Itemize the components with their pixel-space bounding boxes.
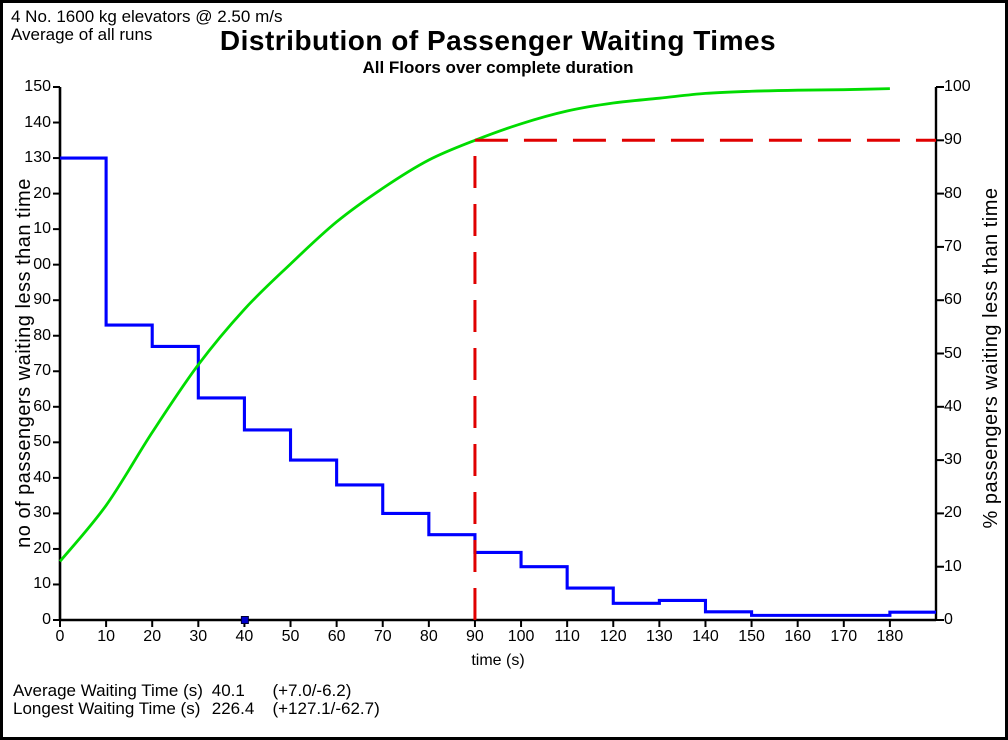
statistics-block: Average Waiting Time (s) 40.1 (+7.0/-6.2… (13, 682, 380, 717)
x-tick-label: 140 (692, 628, 719, 645)
y-left-tick-label: 40 (33, 468, 51, 486)
y-right-tick-label: 20 (944, 504, 962, 522)
y-left-tick-label: 140 (24, 113, 51, 131)
x-tick-label: 10 (97, 628, 115, 645)
stat-range: (+127.1/-62.7) (272, 698, 380, 718)
y-axis-right-title: % passengers waiting less than time (980, 187, 1002, 529)
y-right-tick-label: 50 (944, 344, 962, 362)
x-tick-label: 70 (373, 628, 392, 645)
x-tick-label: 0 (55, 628, 65, 645)
y-right-tick-label: 90 (944, 131, 962, 149)
histogram-step-line (60, 156, 936, 617)
chart-title: Distribution of Passenger Waiting Times (219, 25, 777, 56)
x-tick-label: 80 (419, 628, 438, 645)
y-left-tick-label: 150 (24, 78, 51, 95)
stat-label: Average Waiting Time (s) (13, 681, 203, 700)
x-tick-label: 30 (189, 628, 208, 645)
y-left-tick-label: 0 (42, 611, 51, 628)
chart-subtitle: All Floors over complete duration (362, 58, 634, 77)
y-right-tick-label: 10 (944, 557, 962, 575)
y-left-tick-label: 80 (33, 326, 51, 344)
cumulative-percent-line (58, 87, 890, 563)
y-left-tick-label: 10 (33, 220, 51, 238)
stat-row-longest: Longest Waiting Time (s) 226.4 (+127.1/-… (13, 698, 380, 718)
x-tick-label: 40 (235, 628, 254, 645)
x-tick-label: 20 (143, 628, 162, 645)
y-left-tick-label: 50 (33, 433, 51, 451)
y-right-tick-label: 70 (944, 237, 962, 255)
y-right-tick-label: 100 (944, 78, 971, 95)
y-left-tick-label: 30 (33, 504, 51, 522)
stat-value: 226.4 (211, 698, 255, 718)
x-tick-label: 90 (466, 628, 484, 645)
y-left-tick-label: 90 (33, 291, 51, 309)
stat-label: Longest Waiting Time (s) (13, 698, 201, 718)
y-right-tick-label: 30 (944, 451, 962, 469)
x-tick-label: 150 (738, 628, 765, 645)
y-right-tick-label: 40 (944, 397, 962, 415)
y-left-tick-label: 10 (33, 575, 51, 593)
average-wait-marker (240, 616, 249, 624)
x-axis-title: time (s) (471, 652, 525, 669)
stat-row-average: Average Waiting Time (s) 40.1 (+7.0/-6.2… (13, 682, 380, 700)
y-left-tick-label: 20 (33, 184, 51, 202)
info-line-runs: Average of all runs (11, 25, 153, 44)
y-left-tick-label: 60 (33, 397, 51, 415)
x-tick-label: 130 (646, 628, 673, 645)
x-tick-label: 120 (599, 628, 627, 645)
x-tick-label: 170 (830, 628, 858, 645)
y-right-tick-label: 0 (944, 611, 953, 628)
chart-plot-area (53, 86, 944, 627)
info-line-elevators: 4 No. 1600 kg elevators @ 2.50 m/s (11, 7, 283, 26)
x-tick-label: 110 (554, 628, 580, 645)
stat-value: 40.1 (211, 681, 245, 700)
x-tick-label: 180 (876, 628, 904, 645)
y-left-tick-label: 00 (33, 255, 51, 273)
y-left-tick-label: 70 (33, 362, 51, 380)
x-tick-label: 60 (327, 628, 346, 645)
y-right-tick-label: 80 (944, 184, 962, 202)
x-tick-label: 160 (784, 628, 812, 645)
x-tick-label: 50 (281, 628, 300, 645)
y-right-tick-label: 60 (944, 291, 962, 309)
x-tick-label: 100 (507, 628, 535, 645)
y-left-tick-label: 20 (33, 539, 51, 557)
y-left-tick-label: 130 (24, 149, 51, 167)
stat-range: (+7.0/-6.2) (272, 681, 352, 700)
